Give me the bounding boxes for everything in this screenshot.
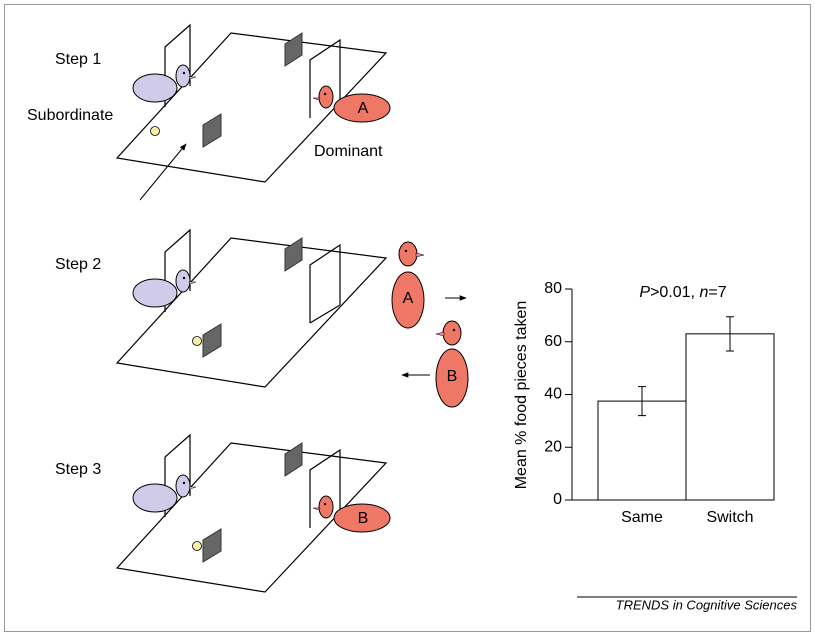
page: Step 1 Subordinate Dominant A B TRENDS i… (0, 0, 815, 636)
food-piece (285, 238, 302, 271)
subordinate-label: Subordinate (27, 107, 113, 124)
bird-label: A (403, 290, 414, 307)
beak (189, 487, 196, 489)
beak (189, 77, 196, 79)
subordinate-bird (176, 270, 190, 292)
x-tick-label: Switch (706, 509, 753, 526)
eye (324, 93, 326, 95)
bar (686, 334, 774, 500)
eye (183, 482, 185, 484)
y-tick-label: 60 (544, 333, 562, 350)
bird-label: B (447, 368, 458, 385)
food-pellet (193, 542, 202, 551)
subordinate-bird (176, 475, 190, 497)
food-piece (285, 33, 302, 66)
step-label: Step 2 (55, 256, 101, 273)
arrow (140, 144, 186, 200)
subordinate-bird (133, 484, 177, 512)
dominant-label: Dominant (314, 143, 383, 160)
y-tick-label: 0 (553, 491, 562, 508)
annotation-part: =7 (708, 284, 726, 301)
annotation-part: >0.01, (650, 284, 699, 301)
annotation-part: n (699, 284, 708, 301)
subordinate-bird (133, 74, 177, 102)
platform (117, 238, 386, 387)
step-panel: Step 2 (55, 230, 386, 387)
annotation-part: P (639, 284, 650, 301)
source: TRENDS in Cognitive Sciences (616, 597, 798, 612)
eye (183, 277, 185, 279)
eye (183, 72, 185, 74)
food-piece (203, 324, 221, 357)
food-pellet (151, 127, 160, 136)
subordinate-bird (133, 279, 177, 307)
step-panel: B Step 3 (55, 435, 390, 592)
y-axis-label: Mean % food pieces taken (513, 301, 530, 490)
beak (313, 98, 320, 100)
bird-label: B (358, 510, 369, 527)
bird-label: A (358, 100, 369, 117)
beak (189, 282, 196, 284)
dominant-bird (319, 86, 333, 108)
food-piece (203, 114, 221, 147)
subordinate-label: Step 1 (55, 51, 101, 68)
food-pellet (193, 337, 202, 346)
y-tick-label: 80 (544, 280, 562, 297)
figure: Step 1 Subordinate Dominant A B TRENDS i… (0, 0, 815, 636)
dominant-bird (319, 496, 333, 518)
x-tick-label: Same (621, 509, 663, 526)
step-label: Step 3 (55, 461, 101, 478)
eye (324, 503, 326, 505)
food-piece (203, 529, 221, 562)
food-piece (285, 443, 302, 476)
annotation: P>0.01, n=7 (639, 284, 726, 301)
beak (313, 508, 320, 510)
y-tick-label: 40 (544, 386, 562, 403)
y-tick-label: 20 (544, 438, 562, 455)
subordinate-bird (176, 65, 190, 87)
